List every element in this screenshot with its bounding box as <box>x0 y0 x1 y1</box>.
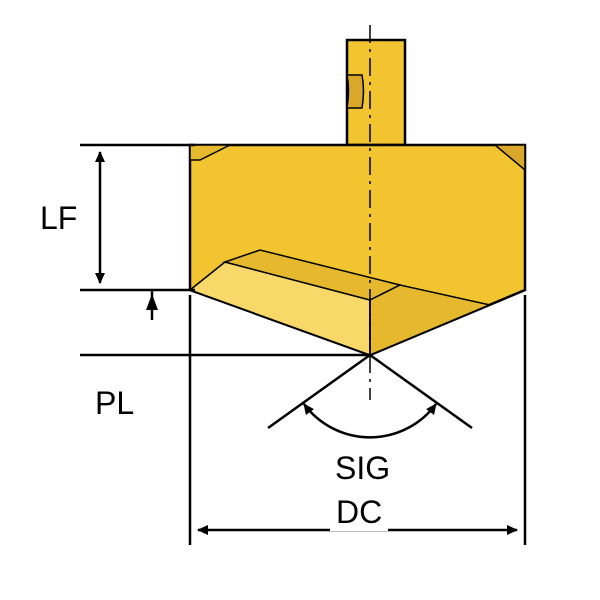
label-sig: SIG <box>335 450 390 487</box>
label-dc: DC <box>330 494 388 531</box>
label-lf: LF <box>40 200 77 237</box>
label-pl: PL <box>95 385 134 422</box>
technical-diagram <box>0 0 600 600</box>
dimension-lf <box>80 145 195 320</box>
tool-body <box>190 40 525 355</box>
